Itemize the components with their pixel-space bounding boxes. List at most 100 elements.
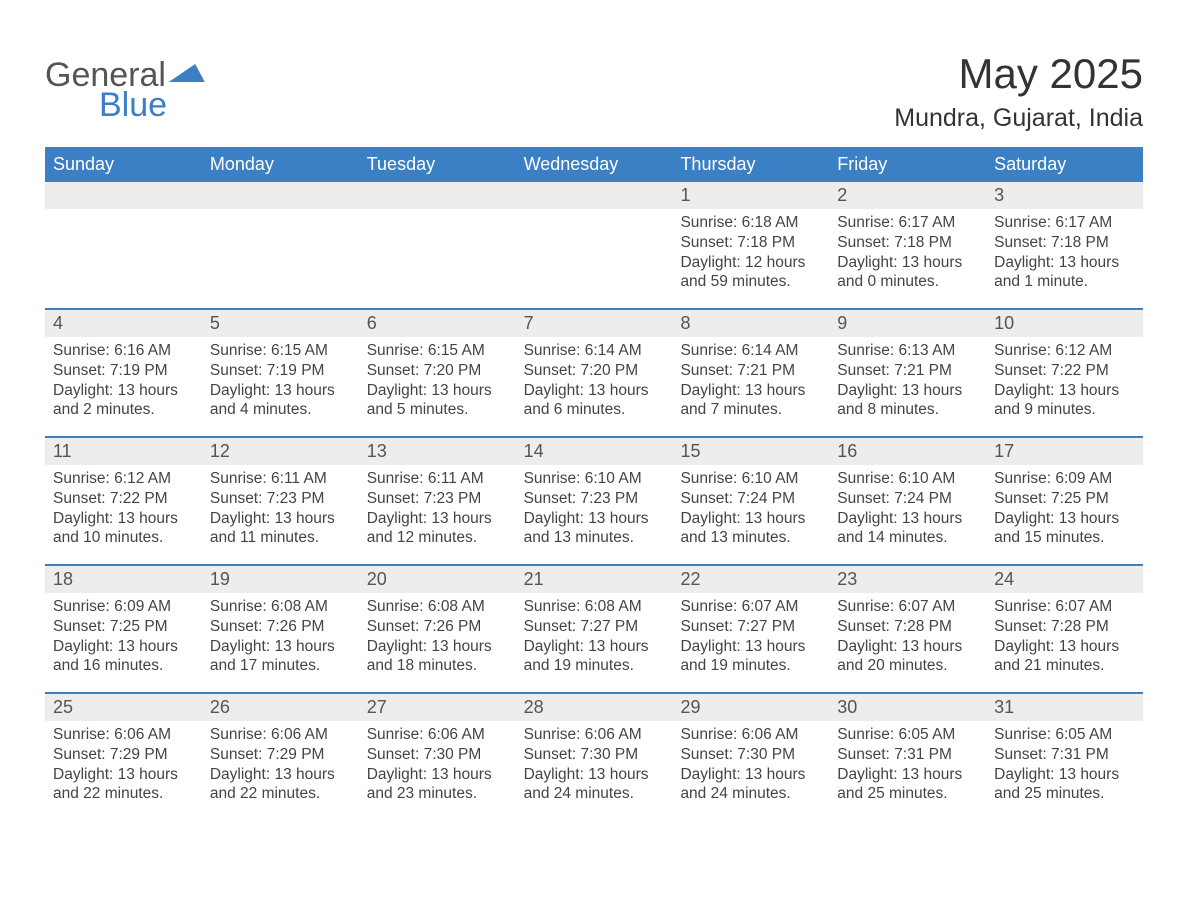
day-cell: 3Sunrise: 6:17 AMSunset: 7:18 PMDaylight… — [986, 182, 1143, 308]
day-details: Sunrise: 6:07 AMSunset: 7:28 PMDaylight:… — [829, 593, 986, 684]
week-row: 4Sunrise: 6:16 AMSunset: 7:19 PMDaylight… — [45, 308, 1143, 436]
day-details: Sunrise: 6:11 AMSunset: 7:23 PMDaylight:… — [202, 465, 359, 556]
day-number: 22 — [672, 566, 829, 593]
day-cell: 5Sunrise: 6:15 AMSunset: 7:19 PMDaylight… — [202, 310, 359, 436]
weekday-header: Monday — [202, 147, 359, 182]
sunset-line: Sunset: 7:21 PM — [680, 361, 821, 381]
daylight-line: Daylight: 13 hours and 18 minutes. — [367, 637, 508, 677]
sunset-line: Sunset: 7:27 PM — [524, 617, 665, 637]
sunrise-line: Sunrise: 6:15 AM — [367, 341, 508, 361]
day-details — [202, 209, 359, 221]
sunset-line: Sunset: 7:19 PM — [53, 361, 194, 381]
weeks-container: 1Sunrise: 6:18 AMSunset: 7:18 PMDaylight… — [45, 182, 1143, 820]
week-row: 25Sunrise: 6:06 AMSunset: 7:29 PMDayligh… — [45, 692, 1143, 820]
day-cell: 1Sunrise: 6:18 AMSunset: 7:18 PMDaylight… — [672, 182, 829, 308]
sunset-line: Sunset: 7:20 PM — [367, 361, 508, 381]
day-number: 2 — [829, 182, 986, 209]
day-cell: 24Sunrise: 6:07 AMSunset: 7:28 PMDayligh… — [986, 566, 1143, 692]
day-number: 26 — [202, 694, 359, 721]
day-cell: 21Sunrise: 6:08 AMSunset: 7:27 PMDayligh… — [516, 566, 673, 692]
daylight-line: Daylight: 13 hours and 17 minutes. — [210, 637, 351, 677]
sunset-line: Sunset: 7:26 PM — [210, 617, 351, 637]
day-details: Sunrise: 6:07 AMSunset: 7:28 PMDaylight:… — [986, 593, 1143, 684]
sunset-line: Sunset: 7:31 PM — [994, 745, 1135, 765]
day-details: Sunrise: 6:09 AMSunset: 7:25 PMDaylight:… — [45, 593, 202, 684]
daylight-line: Daylight: 13 hours and 9 minutes. — [994, 381, 1135, 421]
daylight-line: Daylight: 13 hours and 15 minutes. — [994, 509, 1135, 549]
daylight-line: Daylight: 13 hours and 6 minutes. — [524, 381, 665, 421]
sunset-line: Sunset: 7:30 PM — [367, 745, 508, 765]
day-cell — [516, 182, 673, 308]
daylight-line: Daylight: 13 hours and 12 minutes. — [367, 509, 508, 549]
day-details: Sunrise: 6:06 AMSunset: 7:29 PMDaylight:… — [202, 721, 359, 812]
day-number: 18 — [45, 566, 202, 593]
sunset-line: Sunset: 7:23 PM — [210, 489, 351, 509]
day-cell — [202, 182, 359, 308]
daylight-line: Daylight: 13 hours and 10 minutes. — [53, 509, 194, 549]
sunset-line: Sunset: 7:28 PM — [994, 617, 1135, 637]
daylight-line: Daylight: 13 hours and 1 minute. — [994, 253, 1135, 293]
day-details: Sunrise: 6:06 AMSunset: 7:30 PMDaylight:… — [672, 721, 829, 812]
day-cell: 12Sunrise: 6:11 AMSunset: 7:23 PMDayligh… — [202, 438, 359, 564]
brand-text: General Blue — [45, 58, 167, 122]
daylight-line: Daylight: 13 hours and 23 minutes. — [367, 765, 508, 805]
sunrise-line: Sunrise: 6:08 AM — [524, 597, 665, 617]
daylight-line: Daylight: 13 hours and 19 minutes. — [524, 637, 665, 677]
brand-logo: General Blue — [45, 50, 209, 122]
sunset-line: Sunset: 7:22 PM — [994, 361, 1135, 381]
sunset-line: Sunset: 7:31 PM — [837, 745, 978, 765]
day-details: Sunrise: 6:08 AMSunset: 7:27 PMDaylight:… — [516, 593, 673, 684]
day-details: Sunrise: 6:14 AMSunset: 7:20 PMDaylight:… — [516, 337, 673, 428]
daylight-line: Daylight: 13 hours and 7 minutes. — [680, 381, 821, 421]
sunrise-line: Sunrise: 6:07 AM — [837, 597, 978, 617]
sunset-line: Sunset: 7:29 PM — [210, 745, 351, 765]
day-number: 30 — [829, 694, 986, 721]
day-cell: 7Sunrise: 6:14 AMSunset: 7:20 PMDaylight… — [516, 310, 673, 436]
title-block: May 2025 Mundra, Gujarat, India — [894, 50, 1143, 133]
day-number: 23 — [829, 566, 986, 593]
day-number — [516, 182, 673, 209]
day-number — [202, 182, 359, 209]
day-number: 15 — [672, 438, 829, 465]
day-cell: 27Sunrise: 6:06 AMSunset: 7:30 PMDayligh… — [359, 694, 516, 820]
sunrise-line: Sunrise: 6:18 AM — [680, 213, 821, 233]
daylight-line: Daylight: 13 hours and 13 minutes. — [680, 509, 821, 549]
day-number: 13 — [359, 438, 516, 465]
sunrise-line: Sunrise: 6:16 AM — [53, 341, 194, 361]
day-details: Sunrise: 6:08 AMSunset: 7:26 PMDaylight:… — [202, 593, 359, 684]
daylight-line: Daylight: 13 hours and 5 minutes. — [367, 381, 508, 421]
day-cell: 17Sunrise: 6:09 AMSunset: 7:25 PMDayligh… — [986, 438, 1143, 564]
sunrise-line: Sunrise: 6:14 AM — [680, 341, 821, 361]
day-details: Sunrise: 6:18 AMSunset: 7:18 PMDaylight:… — [672, 209, 829, 300]
sunrise-line: Sunrise: 6:11 AM — [210, 469, 351, 489]
day-cell: 30Sunrise: 6:05 AMSunset: 7:31 PMDayligh… — [829, 694, 986, 820]
daylight-line: Daylight: 13 hours and 25 minutes. — [837, 765, 978, 805]
calendar: SundayMondayTuesdayWednesdayThursdayFrid… — [45, 147, 1143, 820]
sunrise-line: Sunrise: 6:11 AM — [367, 469, 508, 489]
daylight-line: Daylight: 13 hours and 24 minutes. — [680, 765, 821, 805]
sunset-line: Sunset: 7:18 PM — [837, 233, 978, 253]
day-cell: 23Sunrise: 6:07 AMSunset: 7:28 PMDayligh… — [829, 566, 986, 692]
day-details: Sunrise: 6:12 AMSunset: 7:22 PMDaylight:… — [45, 465, 202, 556]
sunset-line: Sunset: 7:25 PM — [994, 489, 1135, 509]
sunrise-line: Sunrise: 6:17 AM — [994, 213, 1135, 233]
day-number: 14 — [516, 438, 673, 465]
day-number: 31 — [986, 694, 1143, 721]
sunset-line: Sunset: 7:24 PM — [837, 489, 978, 509]
day-details: Sunrise: 6:17 AMSunset: 7:18 PMDaylight:… — [829, 209, 986, 300]
daylight-line: Daylight: 13 hours and 16 minutes. — [53, 637, 194, 677]
day-cell: 13Sunrise: 6:11 AMSunset: 7:23 PMDayligh… — [359, 438, 516, 564]
day-number — [359, 182, 516, 209]
day-number: 27 — [359, 694, 516, 721]
location-label: Mundra, Gujarat, India — [894, 104, 1143, 133]
day-cell: 19Sunrise: 6:08 AMSunset: 7:26 PMDayligh… — [202, 566, 359, 692]
sunrise-line: Sunrise: 6:13 AM — [837, 341, 978, 361]
sunset-line: Sunset: 7:21 PM — [837, 361, 978, 381]
day-cell: 26Sunrise: 6:06 AMSunset: 7:29 PMDayligh… — [202, 694, 359, 820]
day-cell: 10Sunrise: 6:12 AMSunset: 7:22 PMDayligh… — [986, 310, 1143, 436]
sunset-line: Sunset: 7:20 PM — [524, 361, 665, 381]
sunrise-line: Sunrise: 6:08 AM — [210, 597, 351, 617]
daylight-line: Daylight: 13 hours and 22 minutes. — [210, 765, 351, 805]
sunset-line: Sunset: 7:25 PM — [53, 617, 194, 637]
day-cell — [359, 182, 516, 308]
